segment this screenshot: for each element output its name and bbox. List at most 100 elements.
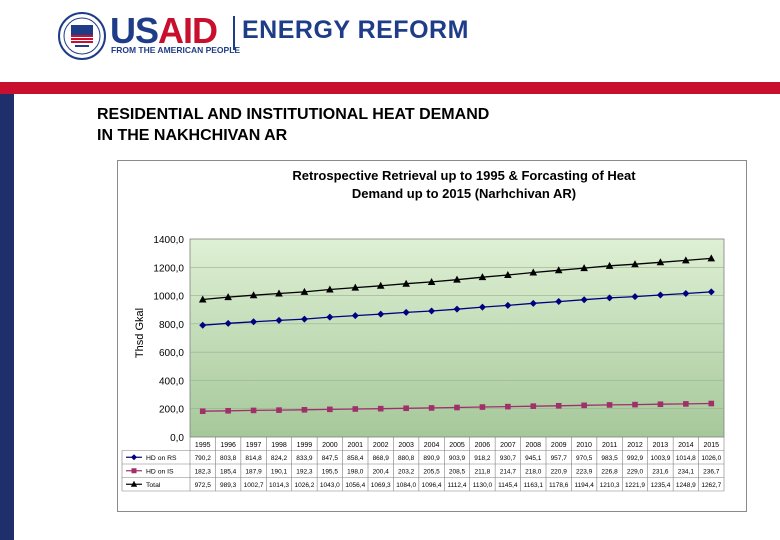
data-point xyxy=(606,294,614,302)
table-value: 880,8 xyxy=(398,455,415,462)
x-tick-label: 2004 xyxy=(424,442,440,449)
logo-tagline: FROM THE AMERICAN PEOPLE xyxy=(111,45,241,55)
data-point xyxy=(326,285,334,293)
table-value: 1084,0 xyxy=(396,482,416,489)
table-value: 185,4 xyxy=(220,468,237,475)
x-tick-label: 2007 xyxy=(500,442,516,449)
data-point xyxy=(707,254,716,262)
x-tick-label: 2002 xyxy=(373,442,389,449)
table-value: 220,9 xyxy=(551,468,568,475)
data-point xyxy=(554,266,563,274)
data-point xyxy=(275,289,283,297)
data-point xyxy=(504,301,512,309)
data-point xyxy=(326,313,334,321)
table-value: 903,9 xyxy=(449,455,466,462)
table-value: 192,3 xyxy=(296,468,313,475)
logo-wordmark: USAID xyxy=(110,10,218,52)
data-point xyxy=(376,281,385,289)
x-tick-label: 1997 xyxy=(246,442,262,449)
table-value: 200,4 xyxy=(373,468,390,475)
table-value: 992,9 xyxy=(627,455,644,462)
table-value: 1002,7 xyxy=(244,482,264,489)
y-tick-label: 1400,0 xyxy=(153,235,184,246)
table-value: 1178,6 xyxy=(549,482,569,489)
x-tick-label: 2015 xyxy=(703,442,719,449)
data-point xyxy=(402,308,410,316)
table-value: 203,2 xyxy=(398,468,415,475)
x-tick-label: 2005 xyxy=(449,442,465,449)
x-tick-label: 2014 xyxy=(678,442,694,449)
table-value: 205,5 xyxy=(423,468,440,475)
y-tick-label: 1200,0 xyxy=(153,263,184,274)
table-value: 814,8 xyxy=(245,455,262,462)
x-tick-label: 2003 xyxy=(398,442,414,449)
slide-title-line-2: IN THE NAKHCHIVAN AR xyxy=(97,127,288,144)
y-tick-label: 1000,0 xyxy=(153,292,184,303)
table-value: 1096,4 xyxy=(422,482,442,489)
logo-wordmark-main: US xyxy=(110,10,159,51)
x-tick-label: 2011 xyxy=(602,442,617,449)
data-point xyxy=(555,402,562,409)
data-point xyxy=(198,295,207,303)
data-point xyxy=(276,407,282,413)
y-tick-label: 800,0 xyxy=(159,320,184,331)
table-value: 1014,8 xyxy=(676,455,696,462)
legend-marker xyxy=(130,480,138,487)
data-point xyxy=(453,305,461,313)
table-value: 182,3 xyxy=(195,468,212,475)
table-value: 1145,4 xyxy=(498,482,518,489)
data-point xyxy=(250,407,257,414)
table-value: 1003,9 xyxy=(650,455,670,462)
data-point xyxy=(657,401,664,408)
table-value: 211,8 xyxy=(475,468,491,475)
x-tick-label: 2006 xyxy=(475,442,491,449)
data-point xyxy=(530,403,537,409)
table-value: 957,7 xyxy=(551,455,568,462)
table-value: 970,5 xyxy=(576,455,593,462)
data-point xyxy=(428,307,436,315)
table-value: 1248,9 xyxy=(676,482,696,489)
y-axis-label: Thsd Gkal xyxy=(134,308,146,358)
data-point xyxy=(606,402,613,408)
data-point xyxy=(275,316,283,324)
table-value: 236,7 xyxy=(703,468,720,475)
table-value: 847,5 xyxy=(322,455,339,462)
data-point xyxy=(656,291,664,299)
data-point xyxy=(605,261,614,269)
data-point xyxy=(352,406,359,412)
usaid-seal-icon xyxy=(58,12,106,60)
x-tick-label: 2013 xyxy=(653,442,669,449)
table-value: 1221,9 xyxy=(625,482,645,489)
data-point xyxy=(529,268,538,276)
data-point xyxy=(351,312,359,320)
table-value: 1262,7 xyxy=(701,482,721,489)
data-point xyxy=(377,310,385,318)
table-value: 195,5 xyxy=(322,468,339,475)
data-point xyxy=(632,401,638,408)
data-point xyxy=(504,271,512,279)
table-value: 234,1 xyxy=(678,468,695,475)
data-point xyxy=(428,405,435,411)
table-value: 231,6 xyxy=(652,468,669,475)
table-value: 198,0 xyxy=(347,468,364,475)
table-value: 858,4 xyxy=(347,455,364,462)
x-tick-label: 2001 xyxy=(347,442,363,449)
table-value: 1163,1 xyxy=(524,482,544,489)
header-stripe xyxy=(0,82,780,94)
data-point xyxy=(708,400,715,407)
legend-label: HD on IS xyxy=(146,468,174,475)
data-point xyxy=(402,279,410,287)
left-accent-bar xyxy=(0,82,14,540)
table-value: 1026,0 xyxy=(701,455,721,462)
table-value: 790,2 xyxy=(195,455,212,462)
data-point xyxy=(453,275,461,283)
data-point xyxy=(351,283,360,291)
program-name: ENERGY REFORM xyxy=(242,16,469,44)
table-value: 229,0 xyxy=(627,468,644,475)
legend-marker xyxy=(131,454,137,461)
x-tick-label: 1999 xyxy=(297,442,313,449)
data-point xyxy=(427,277,436,285)
table-value: 930,7 xyxy=(500,455,517,462)
x-tick-label: 1995 xyxy=(195,442,211,449)
data-point xyxy=(682,289,690,297)
